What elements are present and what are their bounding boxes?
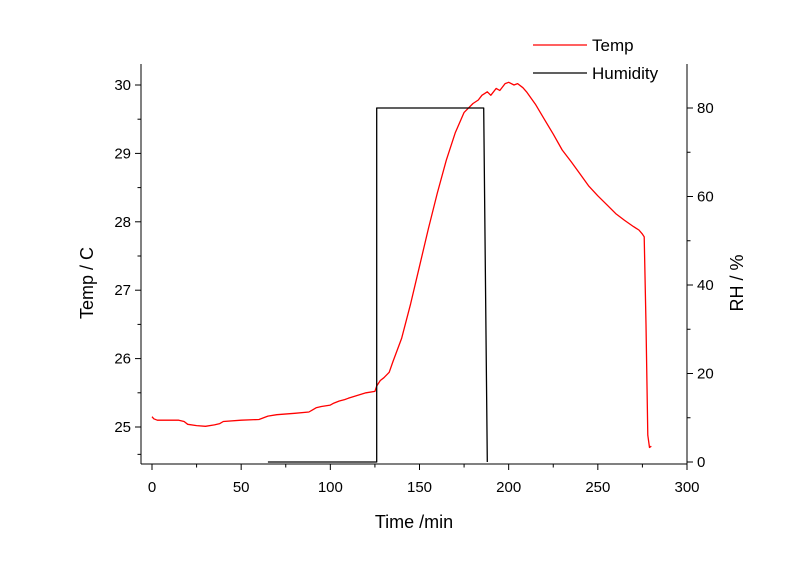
legend: Temp Humidity [533, 36, 659, 83]
y-tick-label: 29 [114, 145, 131, 162]
x-tick-label: 100 [318, 479, 343, 496]
y2-tick-label: 0 [697, 454, 705, 471]
series-layer [151, 81, 652, 463]
plot-frame [140, 64, 688, 465]
x-tick-label: 150 [407, 479, 432, 496]
x-axis-title: Time /min [375, 512, 453, 532]
y-axis-title: Temp / C [77, 247, 97, 319]
x-tick-label: 200 [496, 479, 521, 496]
y-tick-label: 28 [114, 214, 131, 231]
y-tick-label: 27 [114, 282, 131, 299]
y-tick-label: 25 [114, 419, 131, 436]
left-y-axis-ticks: 25 26 27 28 29 30 [114, 77, 141, 455]
x-tick-label: 50 [233, 479, 250, 496]
y2-axis-title: RH / % [727, 254, 747, 311]
y-tick-label: 30 [114, 77, 131, 94]
series-line-temp [151, 81, 652, 449]
right-y-axis-ticks: 0 20 40 60 80 [687, 100, 714, 471]
y2-tick-label: 60 [697, 189, 714, 206]
y2-tick-label: 40 [697, 277, 714, 294]
y-tick-label: 26 [114, 351, 131, 368]
legend-label-temp: Temp [592, 36, 634, 55]
series-line-humidity [267, 107, 488, 463]
x-tick-label: 300 [674, 479, 699, 496]
x-tick-label: 250 [585, 479, 610, 496]
x-tick-label: 0 [148, 479, 156, 496]
y2-tick-label: 80 [697, 100, 714, 117]
legend-label-humidity: Humidity [592, 64, 659, 83]
y2-tick-label: 20 [697, 366, 714, 383]
x-axis-ticks: 0 50 100 150 200 250 300 [148, 464, 700, 496]
